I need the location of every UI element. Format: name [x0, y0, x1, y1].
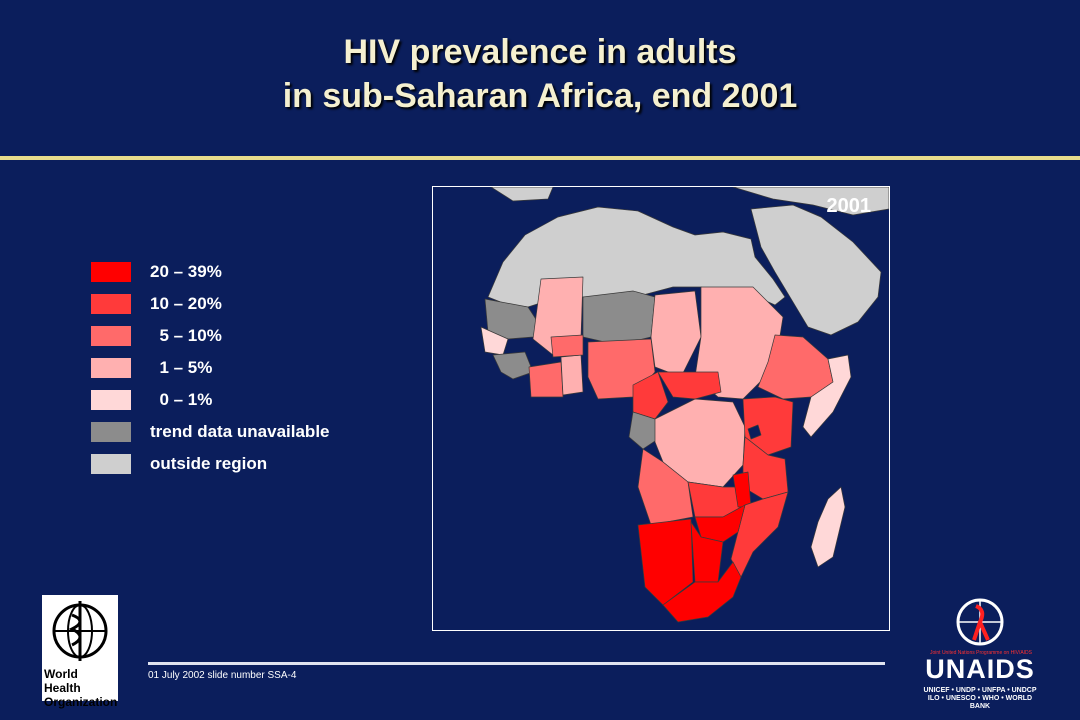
who-text: World Health Organization: [44, 667, 118, 709]
region-chad: [650, 290, 702, 378]
legend-label: 5 – 10%: [150, 326, 222, 345]
footer-divider: [148, 662, 885, 665]
legend-swatch: [91, 262, 131, 282]
legend-item-20-39: 20 – 39%: [91, 256, 330, 288]
region-mozambique: [730, 491, 789, 578]
africa-map-svg: [480, 187, 889, 623]
slide-number-text: 01 July 2002 slide number SSA-4: [148, 670, 297, 681]
legend-swatch: [91, 390, 131, 410]
legend-label: 20 – 39%: [150, 262, 222, 281]
region-namibia: [637, 518, 694, 606]
region-madagascar: [810, 486, 846, 568]
unaids-members: UNICEF • UNDP • UNFPA • UNDCP ILO • UNES…: [923, 687, 1037, 710]
region-middle-east: [750, 204, 882, 336]
slide-title: HIV prevalence in adults in sub-Saharan …: [0, 30, 1080, 118]
legend-swatch: [91, 358, 131, 378]
legend-swatch: [91, 294, 131, 314]
region-gabon: [628, 411, 662, 450]
legend-label: 10 – 20%: [150, 294, 222, 313]
map-year-label: 2001: [826, 195, 872, 217]
region-cameroon: [632, 371, 669, 420]
un-emblem-icon: [956, 598, 1004, 646]
unaids-logo: Joint United Nations Programme on HIV/AI…: [920, 596, 1040, 710]
region-cote-ivoire: [528, 361, 564, 398]
unaids-wordmark: UNAIDS: [925, 654, 1035, 684]
region-car: [657, 371, 722, 400]
region-south-africa: [662, 561, 742, 623]
africa-map: 2001: [432, 186, 890, 631]
legend-item-1-5: 1 – 5%: [91, 352, 330, 384]
region-burkina: [550, 334, 584, 358]
legend-item-0-1: 0 – 1%: [91, 384, 330, 416]
legend-item-5-10: 5 – 10%: [91, 320, 330, 352]
region-somalia: [802, 354, 852, 438]
lake-victoria: [747, 424, 762, 440]
title-divider: [0, 156, 1080, 160]
title-line-1: HIV prevalence in adults: [343, 33, 737, 71]
legend-label: trend data unavailable: [150, 422, 330, 441]
who-logo: World Health Organization: [42, 595, 118, 709]
legend-swatch: [91, 422, 131, 442]
who-emblem-icon: [52, 601, 108, 661]
legend-label: 0 – 1%: [150, 390, 213, 409]
region-guinea: [492, 351, 534, 380]
region-southern-europe: [490, 187, 889, 216]
legend-item-10-20: 10 – 20%: [91, 288, 330, 320]
legend-label: outside region: [150, 454, 268, 473]
map-legend: 20 – 39% 10 – 20% 5 – 10% 1 – 5% 0 – 1% …: [91, 256, 330, 480]
region-angola: [637, 448, 694, 526]
region-niger: [582, 290, 656, 346]
region-botswana: [690, 521, 724, 583]
legend-label: 1 – 5%: [150, 358, 213, 377]
legend-item-unavailable: trend data unavailable: [91, 416, 330, 448]
legend-swatch: [91, 454, 131, 474]
region-ghana: [560, 354, 584, 396]
legend-swatch: [91, 326, 131, 346]
title-line-2: in sub-Saharan Africa, end 2001: [282, 77, 798, 115]
legend-item-outside: outside region: [91, 448, 330, 480]
unaids-tagline: Joint United Nations Programme on HIV/AI…: [930, 650, 1032, 656]
